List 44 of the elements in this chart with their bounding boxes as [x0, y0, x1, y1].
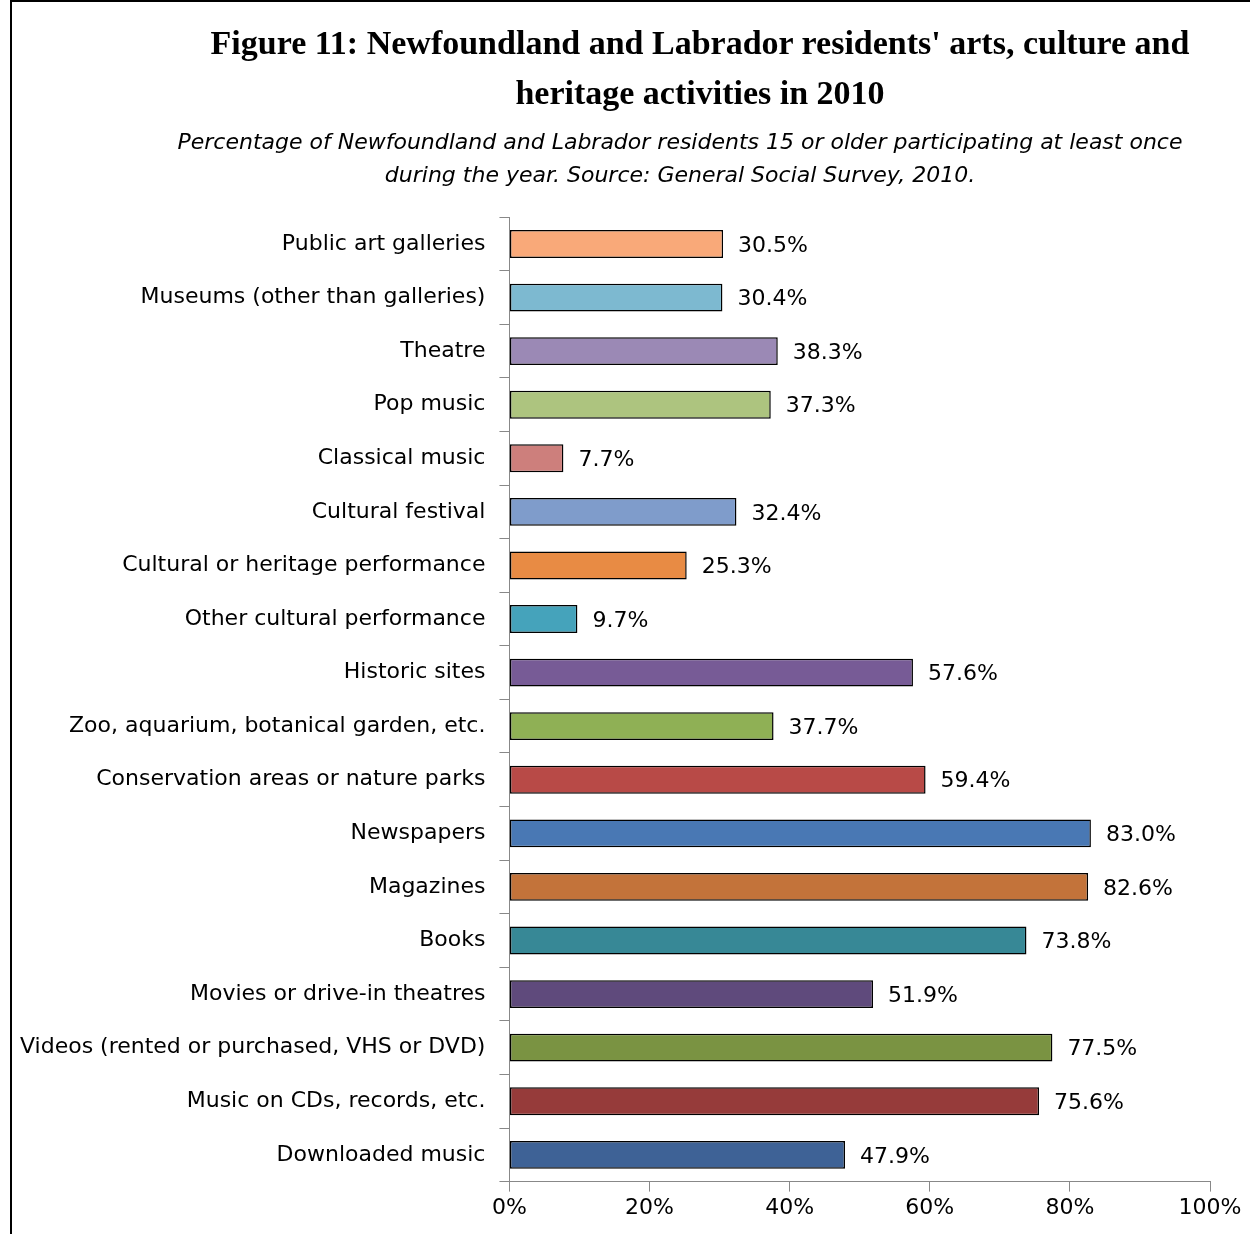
data-label: 9.7%	[592, 606, 649, 632]
x-tick-label: 100%	[1178, 1193, 1242, 1219]
x-tick-label: 80%	[1045, 1193, 1095, 1219]
y-tick-label: Public art galleries	[281, 229, 486, 255]
y-tick-label: Zoo, aquarium, botanical garden, etc.	[69, 711, 486, 737]
data-label: 59.4%	[940, 767, 1011, 793]
y-tick-label: Pop music	[373, 390, 486, 416]
y-tick-label: Videos (rented or purchased, VHS or DVD)	[20, 1033, 486, 1059]
data-label: 30.4%	[737, 285, 808, 311]
chart-title: Figure 11: Newfoundland and Labrador residents' arts, culture and heritage activities in 2010	[209, 23, 1191, 113]
data-label: 37.7%	[788, 713, 859, 739]
y-tick-label: Movies or drive-in theatres	[189, 979, 486, 1005]
data-label: 57.6%	[927, 660, 998, 686]
data-label: 82.6%	[1103, 874, 1173, 900]
x-tick-label: 0%	[492, 1193, 527, 1219]
y-tick-label: Other cultural performance	[184, 604, 486, 630]
chart-subtitle: Percentage of Newfoundland and Labrador residents 15 or older participating at least once during the year. Source: General Social Survey, 2010.	[176, 128, 1184, 189]
y-tick-label: Cultural festival	[311, 497, 486, 523]
y-tick-label: Classical music	[317, 444, 486, 470]
data-label: 73.8%	[1041, 928, 1112, 954]
data-label: 7.7%	[578, 446, 635, 472]
data-label: 38.3%	[792, 338, 863, 364]
data-label: 25.3%	[701, 553, 772, 579]
y-tick-label: Cultural or heritage performance	[122, 551, 486, 577]
x-tick-label: 20%	[625, 1193, 675, 1219]
y-tick-label: Conservation areas or nature parks	[96, 765, 486, 791]
data-label: 30.5%	[738, 231, 809, 257]
data-label: 51.9%	[888, 981, 958, 1007]
y-tick-label: Music on CDs, records, etc.	[186, 1086, 486, 1112]
y-tick-label: Magazines	[368, 872, 486, 898]
data-label: 83.0%	[1105, 821, 1176, 847]
y-tick-label: Historic sites	[343, 658, 486, 684]
y-tick-label: Theatre	[399, 336, 486, 362]
data-label: 37.3%	[785, 392, 856, 418]
y-tick-label: Downloaded music	[276, 1140, 486, 1166]
y-tick-label: Museums (other than galleries)	[140, 283, 486, 309]
data-label: 32.4%	[751, 499, 822, 525]
x-tick-label: 40%	[765, 1193, 815, 1219]
data-label: 75.6%	[1054, 1088, 1124, 1114]
y-tick-label: Books	[419, 926, 486, 952]
data-label: 47.9%	[860, 1142, 930, 1168]
x-tick-label: 60%	[905, 1193, 955, 1219]
y-tick-label: Newspapers	[350, 819, 486, 845]
data-label: 77.5%	[1067, 1035, 1138, 1061]
